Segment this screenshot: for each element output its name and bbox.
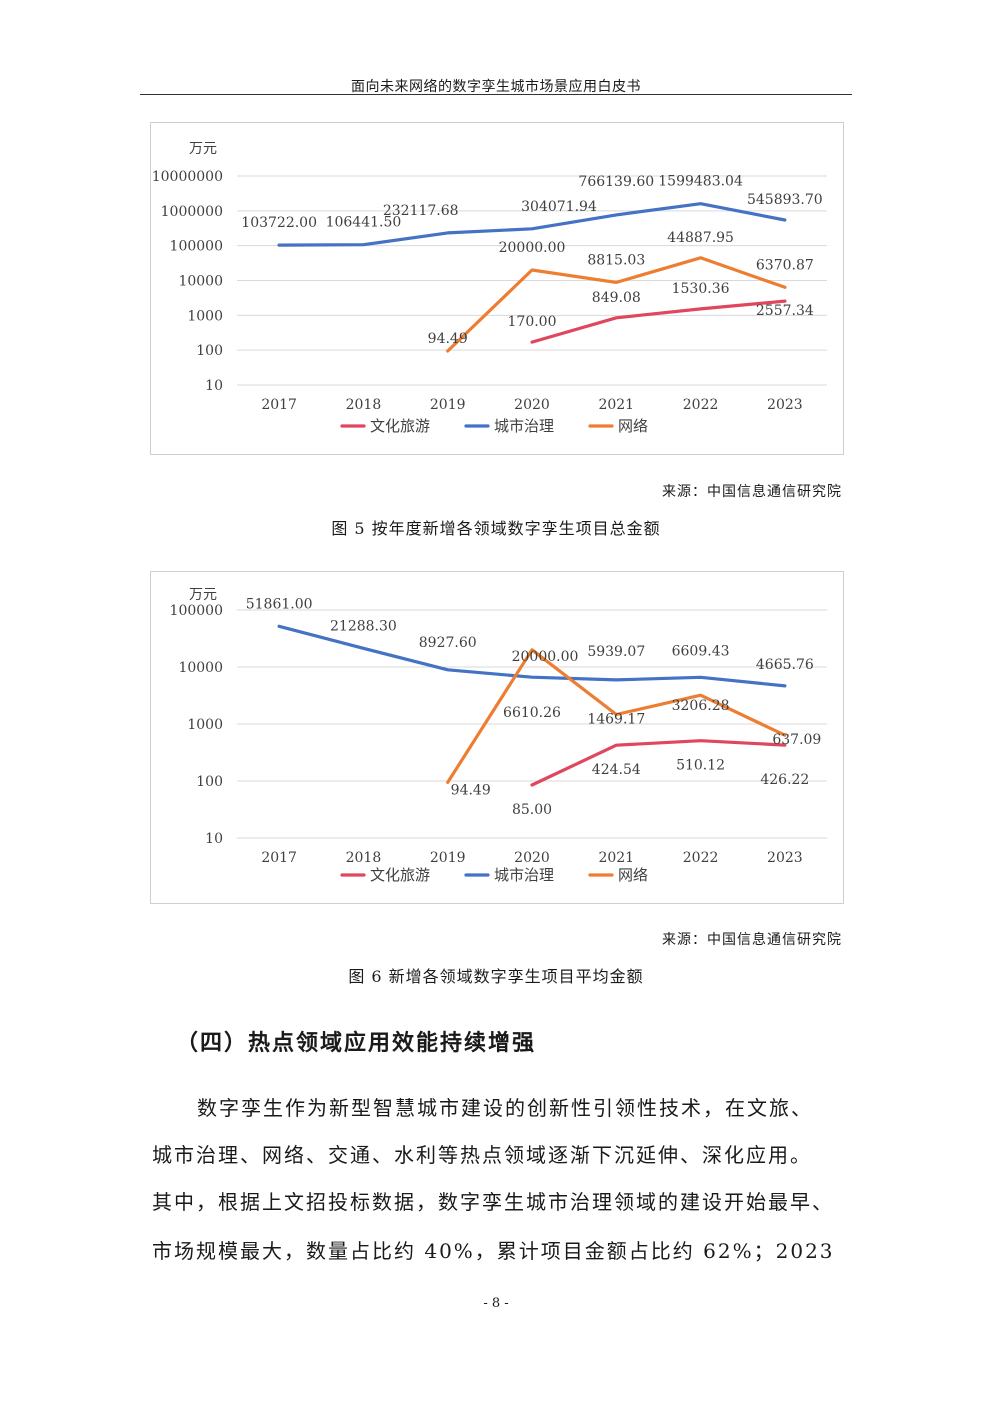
data-label-culture: 1530.36 (672, 281, 730, 297)
data-label-culture: 424.54 (592, 762, 641, 778)
data-label-network: 20000.00 (499, 240, 566, 256)
x-tick-label: 2021 (598, 397, 634, 413)
y-tick-label: 1000000 (161, 204, 223, 220)
data-label-city: 8927.60 (419, 635, 477, 651)
data-label-network: 637.09 (772, 732, 821, 748)
data-label-city: 21288.30 (330, 618, 397, 634)
x-tick-label: 2022 (683, 850, 719, 866)
y-tick-label: 10000 (178, 660, 223, 676)
section-heading: （四）热点领域应用效能持续增强 (176, 1030, 537, 1056)
figure-6-caption: 图 6 新增各领域数字孪生项目平均金额 (348, 967, 644, 986)
data-label-network: 3206.28 (672, 698, 730, 714)
data-label-city: 51861.00 (246, 596, 313, 612)
x-tick-label: 2018 (346, 850, 382, 866)
data-label-network: 8815.03 (587, 252, 645, 268)
legend-label-city: 城市治理 (494, 866, 554, 884)
x-tick-label: 2021 (598, 850, 634, 866)
data-label-network: 44887.95 (667, 230, 734, 246)
data-label-city: 304071.94 (521, 199, 597, 215)
y-tick-label: 10 (205, 378, 223, 394)
x-tick-label: 2020 (514, 397, 550, 413)
y-tick-label: 1000 (187, 717, 223, 733)
y-axis-unit: 万元 (189, 587, 217, 603)
x-tick-label: 2019 (430, 397, 466, 413)
data-label-culture: 170.00 (508, 314, 557, 330)
x-tick-label: 2022 (683, 397, 719, 413)
body-line-1: 数字孪生作为新型智慧城市建设的创新性引领性技术，在文旅、 (197, 1096, 813, 1120)
series-line-network (446, 648, 787, 784)
page-number: - 8 - (483, 1296, 509, 1311)
x-tick-label: 2019 (430, 850, 466, 866)
header-rule (140, 94, 852, 95)
y-tick-label: 100 (196, 774, 223, 790)
body-line-2: 城市治理、网络、交通、水利等热点领域逐渐下沉延伸、深化应用。 (152, 1143, 812, 1167)
series-line-city (277, 624, 787, 688)
data-label-city: 106441.50 (326, 215, 402, 231)
legend-label-culture: 文化旅游 (370, 417, 430, 435)
x-tick-label: 2023 (767, 850, 803, 866)
x-tick-label: 2018 (346, 397, 382, 413)
series-line-culture (530, 739, 787, 787)
data-label-network: 94.49 (428, 331, 468, 347)
data-label-culture: 2557.34 (756, 303, 814, 319)
data-label-network: 1469.17 (587, 711, 645, 727)
legend-label-network: 网络 (618, 417, 648, 435)
data-label-network: 6370.87 (756, 257, 814, 273)
body-line-4: 市场规模最大，数量占比约 40%，累计项目金额占比约 62%；2023 (152, 1239, 835, 1263)
y-tick-label: 10000 (178, 274, 223, 290)
data-label-network: 94.49 (451, 782, 491, 798)
data-label-culture: 510.12 (676, 758, 725, 774)
figure-6-chart: 10 100 1000 10000 100000 万元 2017 2018 2019 2020 20… (150, 571, 844, 904)
legend-label-city: 城市治理 (494, 417, 554, 435)
y-tick-label: 100000 (170, 239, 223, 255)
data-label-city: 6609.43 (672, 643, 730, 659)
data-label-network: 20000.00 (512, 649, 579, 665)
x-tick-label: 2020 (514, 850, 550, 866)
data-label-city: 5939.07 (587, 644, 645, 660)
figure-5-source: 来源：中国信息通信研究院 (662, 484, 842, 500)
data-label-city: 6610.26 (503, 705, 561, 721)
x-tick-label: 2017 (261, 850, 297, 866)
figure-5-svg: 10 100 1000 10000 100000 1000000 10000000 万元 201… (152, 141, 827, 435)
page-header-title: 面向未来网络的数字孪生城市场景应用白皮书 (351, 79, 641, 95)
data-label-culture: 426.22 (760, 772, 809, 788)
data-label-city: 1599483.04 (658, 174, 743, 190)
data-label-culture: 849.08 (592, 290, 641, 306)
legend-label-culture: 文化旅游 (370, 866, 430, 884)
y-tick-label: 10000000 (152, 169, 223, 185)
data-label-city: 103722.00 (241, 215, 317, 231)
x-tick-label: 2023 (767, 397, 803, 413)
legend-label-network: 网络 (618, 866, 648, 884)
data-label-city: 545893.70 (747, 192, 823, 208)
data-label-city: 766139.60 (578, 174, 654, 190)
series-line-city (277, 202, 787, 247)
data-label-city: 4665.76 (756, 657, 814, 673)
series-line-culture (530, 299, 787, 344)
y-tick-label: 100000 (170, 603, 223, 619)
y-tick-label: 100 (196, 343, 223, 359)
y-axis-unit: 万元 (189, 141, 217, 157)
y-tick-label: 10 (205, 831, 223, 847)
data-label-city: 232117.68 (383, 203, 459, 219)
body-line-3: 其中，根据上文招投标数据，数字孪生城市治理领域的建设开始最早、 (152, 1190, 834, 1214)
y-tick-label: 1000 (187, 308, 223, 324)
figure-6-source: 来源：中国信息通信研究院 (662, 932, 842, 948)
series-line-network (446, 256, 787, 353)
x-tick-label: 2017 (261, 397, 297, 413)
figure-5-chart: 10 100 1000 10000 100000 1000000 10000000 万元 201… (150, 122, 844, 455)
data-label-culture: 85.00 (512, 802, 552, 818)
figure-5-caption: 图 5 按年度新增各领域数字孪生项目总金额 (331, 519, 661, 538)
